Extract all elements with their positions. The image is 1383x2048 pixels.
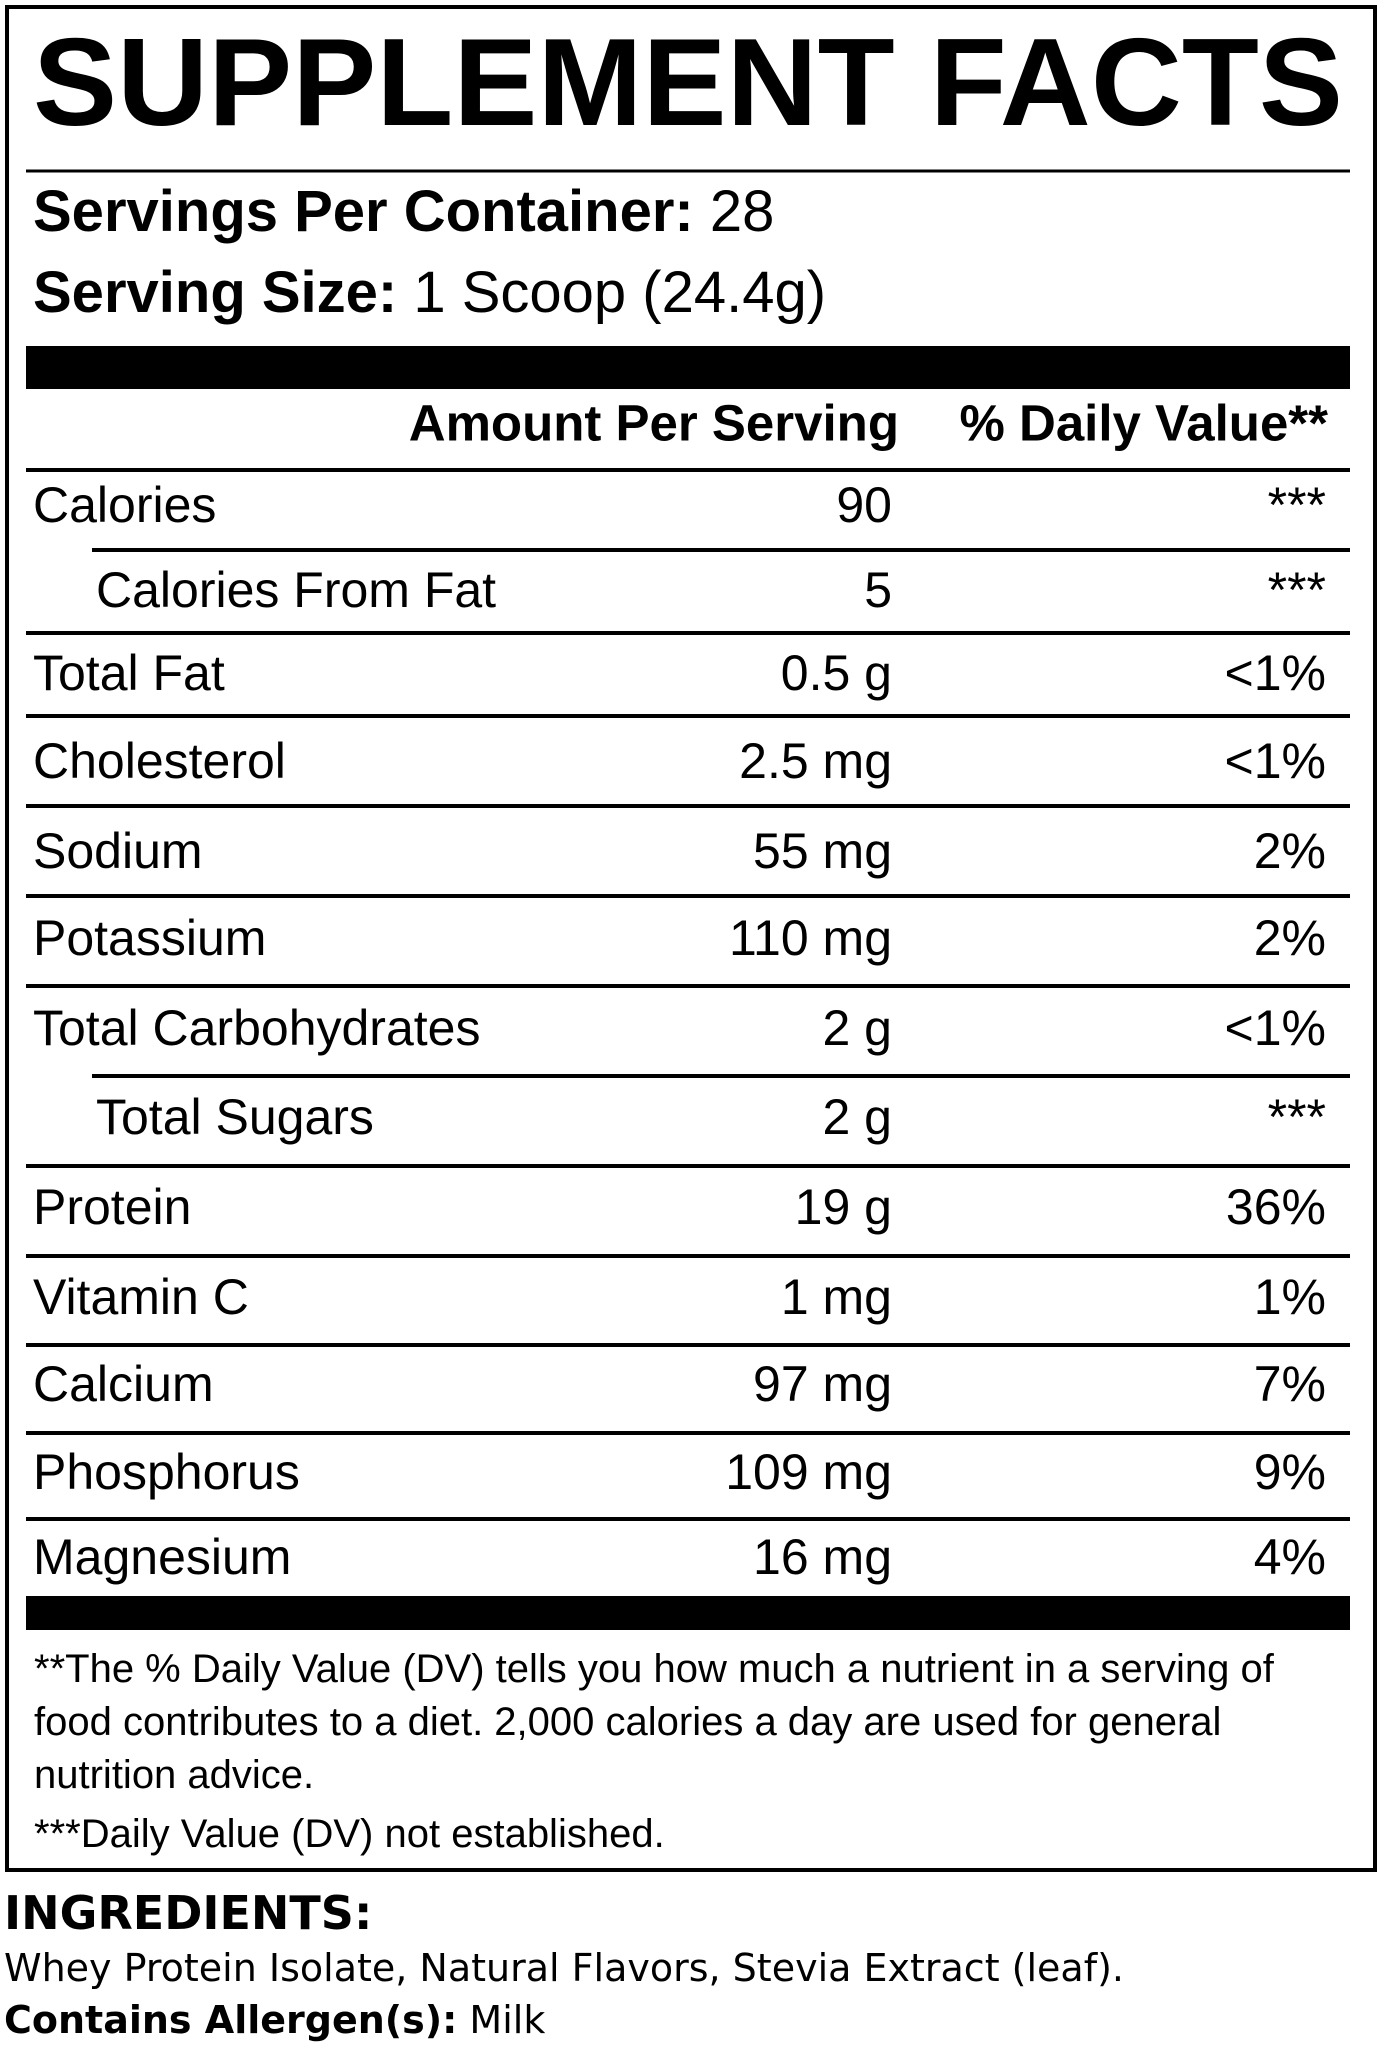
nutrient-amount: 90 xyxy=(836,477,892,533)
footnote: **The % Daily Value (DV) tells you how m… xyxy=(34,1647,1274,1797)
nutrient-name: Protein xyxy=(33,1179,191,1235)
rows: Calories 90 *** Calories From Fat 5 *** Total … xyxy=(26,477,1350,1585)
nutrient-name: Phosphorus xyxy=(33,1444,300,1500)
nutrient-name: Cholesterol xyxy=(33,733,286,789)
serving-size: Serving Size: 1 Scoop (24.4g) xyxy=(33,260,826,325)
nutrient-amount: 2 g xyxy=(822,1000,892,1056)
nutrient-amount: 55 mg xyxy=(753,823,892,879)
ingredients-text: Whey Protein Isolate, Natural Flavors, S… xyxy=(4,1946,1124,1990)
nutrient-dv: *** xyxy=(1268,477,1326,533)
nutrient-amount: 110 mg xyxy=(729,910,892,966)
nutrient-dv: 1% xyxy=(1254,1269,1326,1325)
nutrient-amount: 97 mg xyxy=(753,1356,892,1412)
servings: Servings Per Container: 28 xyxy=(33,179,774,244)
nutrient-name: Total Carbohydrates xyxy=(33,1000,480,1056)
header-amount: Amount Per Serving xyxy=(409,394,899,451)
thick-bar xyxy=(26,1596,1350,1630)
nutrient-dv: 2% xyxy=(1254,910,1326,966)
label-border xyxy=(5,5,1377,1872)
nutrient-amount: 1 mg xyxy=(781,1269,892,1325)
servings-label: Servings Per Container: xyxy=(33,179,694,244)
nutrient-name: Calories From Fat xyxy=(96,562,496,618)
nutrient-amount: 5 xyxy=(864,562,892,618)
serving-size-value: 1 Scoop (24.4g) xyxy=(413,260,826,325)
nutrient-amount: 16 mg xyxy=(753,1529,892,1585)
allergens-value: Milk xyxy=(469,1998,546,2042)
nutrient-amount: 19 g xyxy=(795,1179,892,1235)
nutrient-name: Potassium xyxy=(33,910,266,966)
header-dv: % Daily Value** xyxy=(959,394,1328,451)
nutrient-dv: 7% xyxy=(1254,1356,1326,1412)
nutrient-amount: 2.5 mg xyxy=(739,733,892,789)
nutrient-dv: 36% xyxy=(1226,1179,1326,1235)
nutrient-name: Sodium xyxy=(33,823,203,879)
servings-value: 28 xyxy=(710,179,775,244)
nutrient-dv: <1% xyxy=(1225,1000,1326,1056)
nutrient-name: Total Sugars xyxy=(96,1089,374,1145)
nutrient-name: Total Fat xyxy=(33,645,225,701)
nutrient-dv: *** xyxy=(1268,562,1326,618)
nutrient-amount: 2 g xyxy=(822,1089,892,1145)
nutrient-dv: <1% xyxy=(1225,733,1326,789)
nutrient-dv: 9% xyxy=(1254,1444,1326,1500)
nutrient-dv: 4% xyxy=(1254,1529,1326,1585)
nutrient-dv: 2% xyxy=(1254,823,1326,879)
allergens: Contains Allergen(s): Milk xyxy=(4,1998,545,2042)
nutrient-name: Calcium xyxy=(33,1356,214,1412)
ingredients-heading: INGREDIENTS: xyxy=(4,1886,373,1940)
serving-size-label: Serving Size: xyxy=(33,260,397,325)
footnote: ***Daily Value (DV) not established. xyxy=(34,1812,665,1856)
nutrient-dv: <1% xyxy=(1225,645,1326,701)
nutrient-name: Calories xyxy=(33,477,216,533)
nutrient-amount: 109 mg xyxy=(725,1444,892,1500)
thick-bar xyxy=(26,346,1350,389)
title: SUPPLEMENT FACTS xyxy=(33,14,1343,152)
nutrient-amount: 0.5 g xyxy=(781,645,892,701)
nutrient-dv: *** xyxy=(1268,1089,1326,1145)
nutrient-name: Magnesium xyxy=(33,1529,291,1585)
allergens-label: Contains Allergen(s): xyxy=(4,1998,458,2042)
nutrient-name: Vitamin C xyxy=(33,1269,249,1325)
